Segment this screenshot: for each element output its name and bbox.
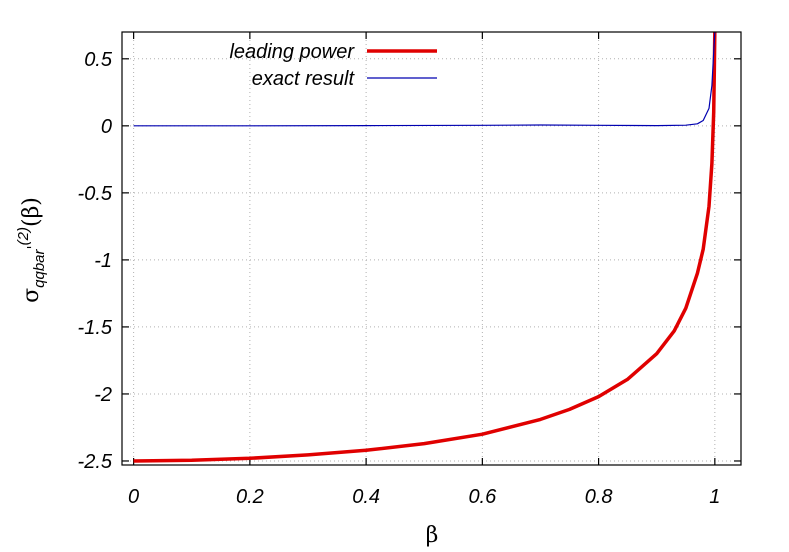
y-tick-label: -1.5 bbox=[78, 317, 113, 339]
series-line-exact-result bbox=[133, 31, 716, 127]
y-tick-label: -2.5 bbox=[78, 451, 113, 473]
x-tick-label: 0.2 bbox=[236, 486, 264, 508]
legend-label-exact-result: exact result bbox=[252, 68, 356, 90]
y-tick-label: 0 bbox=[101, 116, 112, 138]
x-tick-label: 0 bbox=[128, 486, 139, 508]
legend-label-leading-power: leading power bbox=[229, 41, 355, 63]
y-axis-title: σqqbar'(2)(β) bbox=[15, 197, 48, 303]
grid bbox=[122, 32, 741, 465]
series-line-leading-power bbox=[133, 31, 717, 463]
plot-frame bbox=[121, 31, 742, 466]
svg-text:σqqbar'(2)(β): σqqbar'(2)(β) bbox=[15, 197, 48, 303]
y-tick-label: -2 bbox=[94, 384, 112, 406]
y-tick-label: -0.5 bbox=[78, 183, 113, 205]
x-axis-title: β bbox=[426, 523, 439, 548]
y-tick-label: 0.5 bbox=[84, 49, 113, 71]
x-tick-label: 0.6 bbox=[468, 486, 497, 508]
legend: leading power exact result bbox=[229, 41, 437, 90]
ticks: 0 0.2 0.4 0.6 0.8 1 0.5 0 -0.5 -1 -1.5 -2 -2.5 bbox=[78, 32, 741, 508]
x-tick-label: 0.8 bbox=[585, 486, 613, 508]
x-tick-label: 0.4 bbox=[352, 486, 380, 508]
series-layer bbox=[133, 31, 717, 463]
x-tick-label: 1 bbox=[709, 486, 720, 508]
y-tick-label: -1 bbox=[94, 250, 112, 272]
